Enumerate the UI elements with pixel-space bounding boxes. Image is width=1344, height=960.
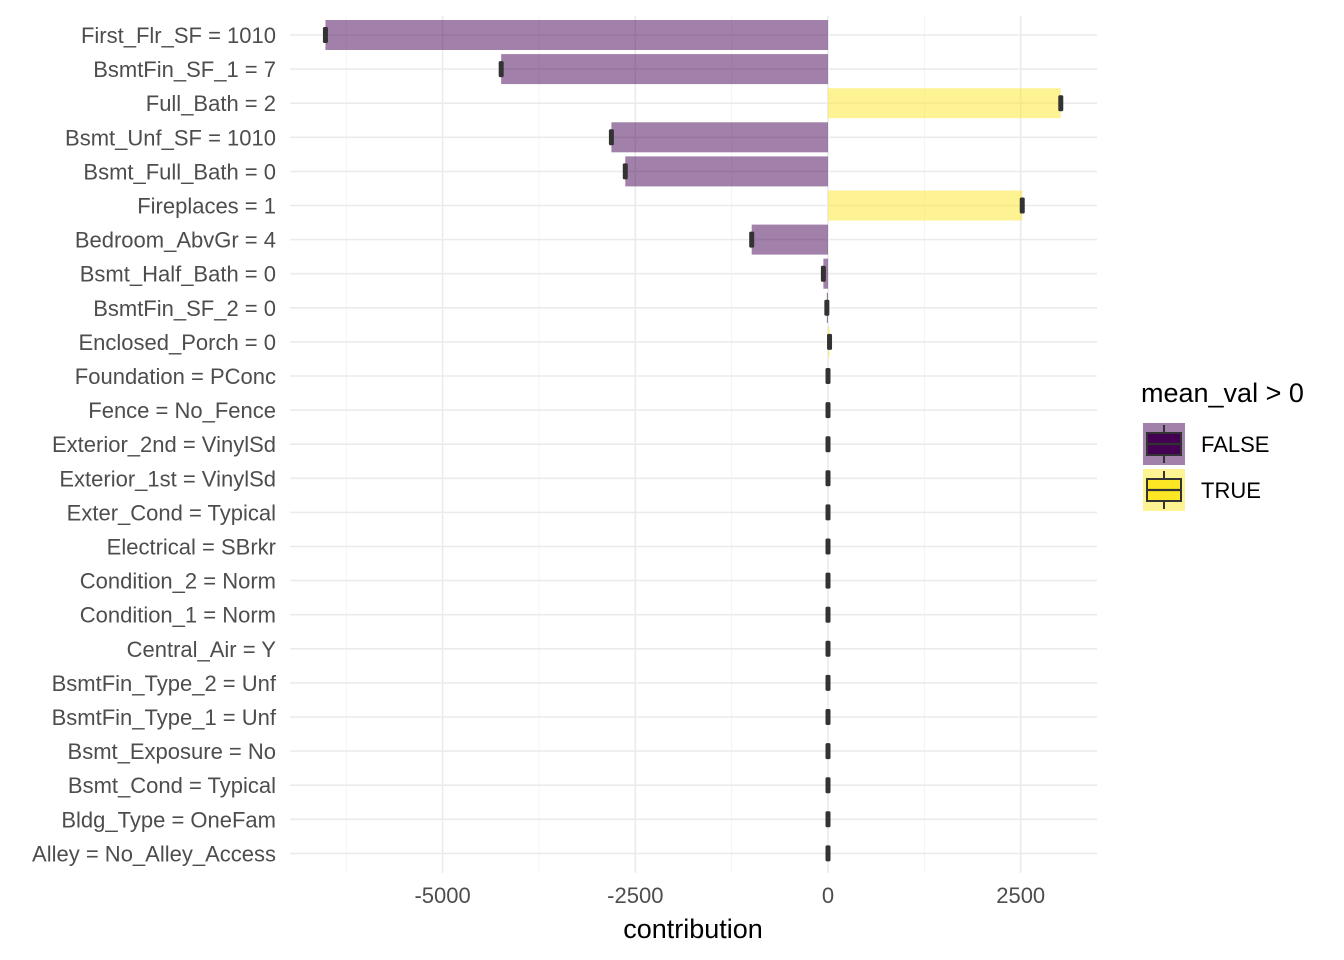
bar	[501, 54, 828, 85]
box-marker	[827, 333, 833, 350]
y-tick-label: Bsmt_Full_Bath = 0	[83, 159, 276, 184]
box-markers	[322, 27, 1064, 862]
box-marker	[820, 265, 826, 282]
y-tick-label: BsmtFin_Type_2 = Unf	[52, 671, 277, 696]
box-marker	[824, 299, 830, 316]
box-marker	[825, 572, 831, 589]
bar	[625, 156, 828, 187]
bar	[751, 224, 828, 255]
y-tick-label: Bsmt_Half_Bath = 0	[80, 262, 276, 287]
legend-item: TRUE	[1143, 469, 1261, 511]
y-tick-label: Central_Air = Y	[127, 637, 277, 662]
box-marker	[1058, 95, 1064, 112]
legend-label: TRUE	[1201, 478, 1261, 503]
box-marker	[825, 368, 831, 384]
bar	[325, 20, 828, 50]
box-marker	[608, 129, 614, 146]
legend-label: FALSE	[1201, 432, 1269, 457]
y-tick-label: BsmtFin_SF_2 = 0	[93, 296, 276, 321]
y-tick-label: Bedroom_AbvGr = 4	[75, 228, 276, 253]
y-tick-label: Alley = No_Alley_Access	[32, 841, 276, 866]
box-marker	[825, 811, 831, 828]
bar	[828, 88, 1061, 119]
y-tick-label: Bsmt_Unf_SF = 1010	[65, 125, 276, 150]
x-tick-label: 2500	[996, 883, 1045, 908]
x-tick-label: -5000	[414, 883, 470, 908]
box-marker	[825, 640, 831, 657]
y-tick-label: BsmtFin_SF_1 = 7	[93, 57, 276, 82]
box-marker	[825, 674, 831, 691]
bar	[828, 190, 1023, 221]
y-tick-label: Fireplaces = 1	[137, 194, 276, 219]
legend-item: FALSE	[1143, 423, 1269, 465]
x-tick-label: -2500	[607, 883, 663, 908]
y-tick-label: Condition_2 = Norm	[80, 569, 276, 594]
box-marker	[825, 743, 831, 760]
bars	[325, 20, 1061, 869]
box-marker	[749, 231, 755, 248]
y-tick-label: Bsmt_Exposure = No	[68, 739, 276, 764]
y-tick-label: Fence = No_Fence	[88, 398, 276, 423]
box-marker	[825, 402, 831, 419]
y-tick-label: Bldg_Type = OneFam	[61, 807, 276, 832]
y-tick-labels: First_Flr_SF = 1010 BsmtFin_SF_1 = 7 Full_…	[32, 23, 277, 866]
box-marker	[825, 538, 831, 555]
y-tick-label: Bsmt_Cond = Typical	[68, 773, 276, 798]
y-tick-label: BsmtFin_Type_1 = Unf	[52, 705, 277, 730]
y-tick-label: Exter_Cond = Typical	[67, 500, 276, 525]
y-tick-label: Foundation = PConc	[75, 364, 276, 389]
box-marker	[1019, 197, 1025, 214]
box-marker	[825, 606, 831, 623]
legend-title: mean_val > 0	[1141, 378, 1304, 408]
box-marker	[622, 163, 628, 180]
y-tick-label: Enclosed_Porch = 0	[78, 330, 276, 355]
x-tick-labels: -5000 -2500 0 2500	[414, 883, 1045, 908]
y-tick-label: Condition_1 = Norm	[80, 603, 276, 628]
box-marker	[825, 470, 831, 487]
box-marker	[825, 436, 831, 453]
box-marker	[322, 27, 328, 43]
box-marker	[498, 61, 504, 78]
legend: mean_val > 0 FALSE TRUE	[1141, 378, 1304, 511]
bar	[611, 122, 828, 153]
y-tick-label: Exterior_1st = VinylSd	[59, 466, 276, 491]
x-tick-label: 0	[822, 883, 834, 908]
y-tick-label: Full_Bath = 2	[146, 91, 276, 116]
x-axis-title: contribution	[623, 914, 763, 944]
box-marker	[825, 845, 831, 862]
y-tick-label: First_Flr_SF = 1010	[81, 23, 276, 48]
box-marker	[825, 504, 831, 521]
y-tick-label: Exterior_2nd = VinylSd	[52, 432, 276, 457]
box-marker	[825, 777, 831, 794]
y-tick-label: Electrical = SBrkr	[107, 535, 276, 560]
box-marker	[825, 709, 831, 725]
